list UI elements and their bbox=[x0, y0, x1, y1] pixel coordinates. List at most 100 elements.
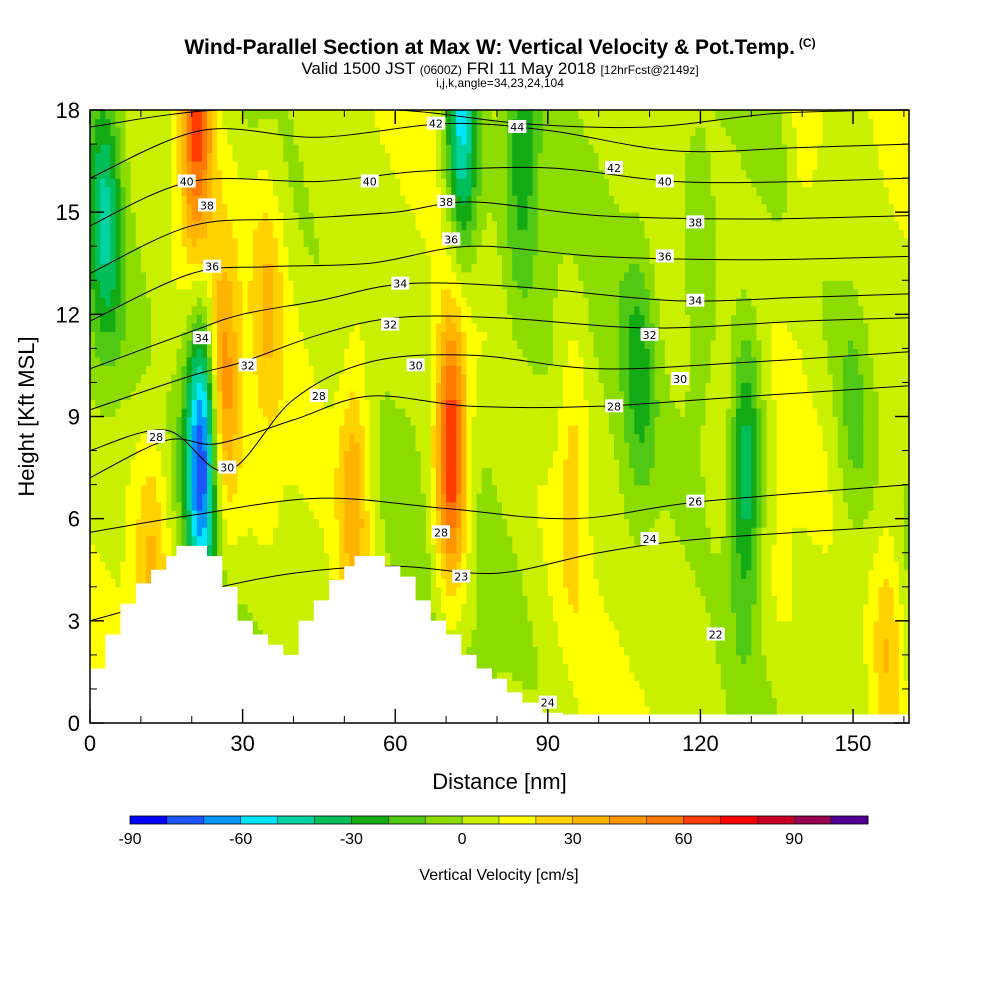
velocity-cell bbox=[435, 501, 442, 511]
velocity-cell bbox=[135, 297, 142, 307]
velocity-cell bbox=[100, 288, 106, 298]
velocity-cell bbox=[334, 220, 340, 230]
velocity-cell bbox=[171, 195, 178, 205]
velocity-cell bbox=[349, 169, 356, 179]
velocity-cell bbox=[156, 203, 162, 213]
velocity-cell bbox=[135, 442, 142, 452]
velocity-cell bbox=[201, 399, 208, 409]
velocity-cell bbox=[318, 450, 325, 460]
velocity-cell bbox=[415, 280, 422, 290]
velocity-cell bbox=[130, 220, 137, 230]
velocity-cell bbox=[359, 271, 366, 281]
velocity-cell bbox=[95, 254, 101, 264]
velocity-cell bbox=[156, 442, 162, 452]
velocity-cell bbox=[120, 110, 127, 120]
velocity-cell bbox=[313, 544, 320, 554]
velocity-cell bbox=[329, 450, 335, 460]
velocity-cell bbox=[405, 135, 412, 145]
velocity-cell bbox=[354, 493, 361, 503]
velocity-cell bbox=[364, 263, 371, 273]
velocity-cell bbox=[151, 373, 157, 384]
velocity-cell bbox=[151, 450, 157, 460]
velocity-cell bbox=[120, 348, 127, 358]
velocity-cell bbox=[130, 535, 137, 545]
velocity-cell bbox=[324, 484, 330, 494]
velocity-cell bbox=[151, 297, 157, 307]
velocity-cell bbox=[313, 178, 320, 188]
velocity-cell bbox=[329, 442, 335, 452]
velocity-cell bbox=[369, 510, 376, 520]
velocity-cell bbox=[135, 195, 142, 205]
velocity-cell bbox=[273, 399, 279, 409]
velocity-cell bbox=[334, 288, 340, 298]
velocity-cell bbox=[349, 178, 356, 188]
velocity-cell bbox=[420, 169, 427, 179]
velocity-cell bbox=[90, 390, 96, 401]
velocity-cell bbox=[344, 237, 351, 247]
velocity-cell bbox=[293, 399, 300, 409]
velocity-cell bbox=[415, 161, 422, 171]
velocity-cell bbox=[252, 382, 259, 392]
velocity-cell bbox=[344, 501, 351, 511]
velocity-cell bbox=[125, 152, 132, 162]
velocity-cell bbox=[110, 586, 117, 596]
velocity-cell bbox=[222, 501, 228, 511]
velocity-cell bbox=[207, 322, 213, 332]
velocity-cell bbox=[268, 569, 274, 579]
velocity-cell bbox=[151, 212, 157, 222]
velocity-cell bbox=[405, 518, 412, 528]
velocity-cell bbox=[201, 416, 208, 426]
velocity-cell bbox=[181, 144, 188, 154]
velocity-cell bbox=[329, 331, 335, 341]
velocity-cell bbox=[303, 127, 310, 137]
velocity-cell bbox=[201, 280, 208, 290]
velocity-cell bbox=[207, 518, 213, 528]
velocity-cell bbox=[334, 382, 340, 392]
velocity-cell bbox=[217, 518, 223, 528]
velocity-cell bbox=[379, 484, 386, 494]
velocity-cell bbox=[298, 595, 305, 605]
velocity-cell bbox=[359, 544, 366, 554]
velocity-cell bbox=[237, 348, 244, 358]
velocity-cell bbox=[110, 339, 117, 349]
velocity-cell bbox=[313, 433, 320, 443]
velocity-cell bbox=[161, 407, 167, 418]
velocity-cell bbox=[339, 442, 345, 452]
velocity-cell bbox=[196, 178, 203, 188]
velocity-cell bbox=[90, 288, 96, 298]
velocity-cell bbox=[349, 518, 356, 528]
velocity-cell bbox=[186, 127, 193, 137]
velocity-cell bbox=[344, 527, 351, 537]
velocity-cell bbox=[105, 467, 111, 477]
velocity-cell bbox=[252, 118, 259, 128]
velocity-cell bbox=[435, 220, 442, 230]
velocity-cell bbox=[435, 544, 442, 554]
velocity-cell bbox=[364, 305, 371, 315]
velocity-cell bbox=[369, 527, 376, 537]
velocity-cell bbox=[166, 314, 172, 324]
velocity-cell bbox=[318, 144, 325, 154]
velocity-cell bbox=[334, 246, 340, 256]
velocity-cell bbox=[329, 178, 335, 188]
velocity-cell bbox=[222, 220, 228, 230]
velocity-cell bbox=[151, 169, 157, 179]
velocity-cell bbox=[196, 246, 203, 256]
velocity-cell bbox=[415, 442, 422, 452]
velocity-cell bbox=[435, 212, 442, 222]
velocity-cell bbox=[100, 501, 106, 511]
velocity-cell bbox=[288, 527, 295, 537]
velocity-cell bbox=[257, 314, 264, 324]
velocity-cell bbox=[339, 416, 345, 426]
velocity-cell bbox=[390, 212, 396, 222]
velocity-cell bbox=[176, 510, 183, 520]
velocity-cell bbox=[100, 561, 106, 571]
velocity-cell bbox=[425, 459, 432, 469]
velocity-cell bbox=[324, 348, 330, 358]
velocity-cell bbox=[110, 510, 117, 520]
velocity-cell bbox=[359, 203, 366, 213]
velocity-cell bbox=[344, 152, 351, 162]
velocity-cell bbox=[359, 459, 366, 469]
velocity-cell bbox=[176, 220, 183, 230]
velocity-cell bbox=[293, 144, 300, 154]
velocity-cell bbox=[176, 348, 183, 358]
